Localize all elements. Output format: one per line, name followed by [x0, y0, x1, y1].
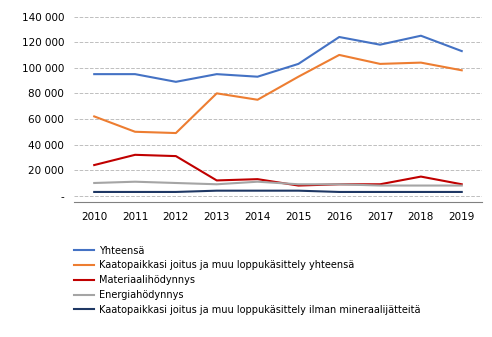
- Legend: Yhteensä, Kaatopaikkasi joitus ja muu loppukäsittely yhteensä, Materiaalihödynny: Yhteensä, Kaatopaikkasi joitus ja muu lo…: [70, 242, 424, 319]
